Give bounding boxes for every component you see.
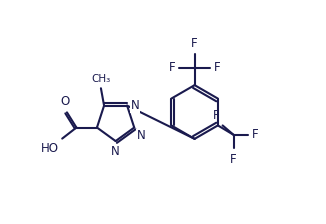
Text: HO: HO — [40, 142, 58, 155]
Text: F: F — [230, 153, 237, 166]
Text: N: N — [137, 129, 145, 142]
Text: O: O — [61, 95, 70, 108]
Text: N: N — [131, 99, 140, 112]
Text: F: F — [213, 109, 220, 122]
Text: N: N — [111, 145, 120, 158]
Text: F: F — [214, 61, 221, 74]
Text: F: F — [252, 128, 259, 141]
Text: CH₃: CH₃ — [91, 73, 111, 84]
Text: F: F — [169, 61, 175, 74]
Text: F: F — [191, 37, 198, 50]
